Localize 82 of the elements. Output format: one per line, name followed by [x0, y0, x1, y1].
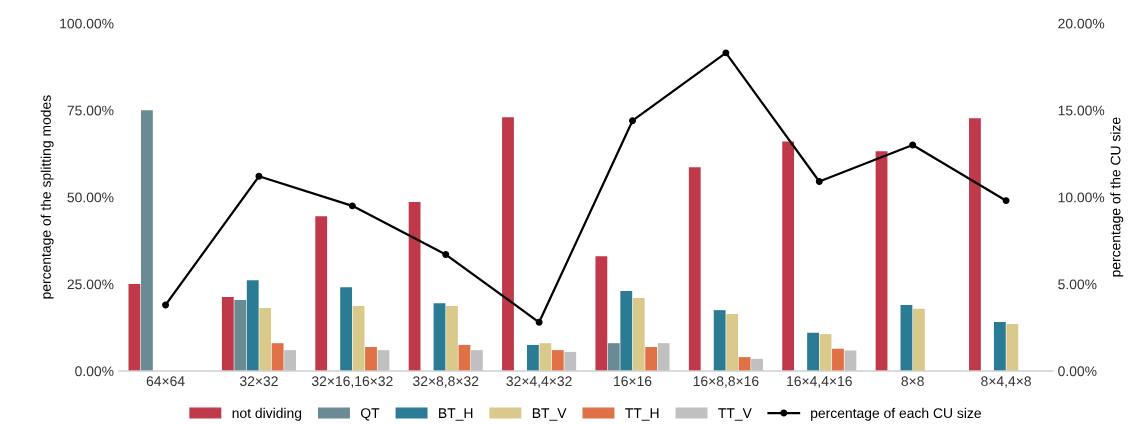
- bar: [969, 118, 981, 371]
- x-tick-label: 32×8,8×32: [413, 376, 479, 388]
- point: [909, 141, 917, 149]
- bar: [713, 310, 726, 371]
- bar: [221, 296, 234, 371]
- bar: [458, 344, 471, 371]
- bar: [502, 117, 514, 371]
- y-tick-label: 75.00%: [67, 105, 114, 116]
- bar: [782, 141, 795, 371]
- point: [255, 172, 263, 180]
- bar: [128, 284, 141, 371]
- bar: [844, 350, 857, 371]
- bar: [900, 304, 913, 371]
- bar: [912, 308, 925, 371]
- y-tick-label: 50.00%: [67, 192, 114, 203]
- y-tick-label: 100.00%: [60, 18, 114, 29]
- point: [815, 178, 823, 185]
- bar: [632, 297, 645, 371]
- bar: [993, 321, 1006, 371]
- bar: [352, 305, 365, 371]
- legend-label: BT_H: [439, 408, 473, 421]
- legend-label: BT_V: [532, 408, 567, 421]
- legend-label: QT: [360, 408, 380, 421]
- bar: [688, 167, 701, 371]
- point: [442, 251, 450, 259]
- bar: [284, 350, 296, 371]
- bar: [807, 332, 819, 371]
- y2-axis-title: percentage of the CU size: [1110, 117, 1124, 277]
- point: [1002, 197, 1010, 205]
- bar: [751, 358, 763, 371]
- y2-tick-label: 10.00%: [1058, 192, 1105, 203]
- bar: [539, 343, 552, 371]
- point: [722, 49, 730, 57]
- bar: [271, 343, 284, 371]
- bar: [315, 216, 328, 371]
- x-tick-label: 64×64: [146, 376, 185, 387]
- bar: [470, 350, 483, 371]
- point: [348, 202, 356, 210]
- legend-label: TT_H: [625, 408, 659, 421]
- point: [629, 117, 636, 125]
- bar: [140, 110, 153, 371]
- x-tick-label: 16×8,8×16: [693, 376, 759, 388]
- bar: [551, 350, 564, 371]
- x-tick-label: 32×16,16×32: [311, 376, 393, 388]
- bar: [564, 351, 577, 371]
- bar: [234, 300, 247, 371]
- x-tick-label: 16×16: [614, 376, 652, 387]
- y2-tick-label: 0.00%: [1058, 366, 1097, 377]
- y-tick-label: 0.00%: [75, 366, 114, 377]
- y2-tick-label: 15.00%: [1058, 105, 1105, 116]
- legend-label: percentage of each CU size: [811, 407, 981, 421]
- x-tick-label: 16×4,4×16: [787, 376, 852, 388]
- bar: [657, 343, 670, 371]
- x-tick-label: 32×4,4×32: [506, 376, 572, 388]
- bar: [620, 291, 633, 371]
- bar: [832, 348, 844, 371]
- y-axis-title: percentage of the splitting modes: [40, 95, 54, 299]
- bar: [607, 343, 620, 371]
- y2-tick-label: 20.00%: [1058, 18, 1105, 29]
- x-tick-label: 32×32: [239, 376, 278, 387]
- bar: [726, 313, 739, 371]
- y-tick-label: 25.00%: [67, 279, 114, 290]
- bar: [365, 347, 377, 371]
- bar: [875, 151, 888, 371]
- bar: [340, 287, 353, 371]
- bar: [433, 303, 446, 371]
- bar: [1006, 324, 1019, 371]
- x-tick-label: 8×8: [901, 376, 924, 387]
- legend-label: TT_V: [718, 408, 752, 421]
- bar: [446, 305, 458, 371]
- bar: [259, 308, 272, 371]
- x-tick-label: 8×4,4×8: [981, 376, 1031, 388]
- bar: [819, 334, 832, 371]
- bar: [526, 344, 539, 371]
- bar: [246, 280, 259, 371]
- y2-tick-label: 5.00%: [1058, 279, 1097, 290]
- legend-label: not dividing: [232, 407, 302, 421]
- bar: [645, 347, 658, 371]
- point: [162, 301, 170, 309]
- bar: [595, 256, 608, 371]
- bar: [408, 202, 421, 371]
- point: [535, 318, 543, 326]
